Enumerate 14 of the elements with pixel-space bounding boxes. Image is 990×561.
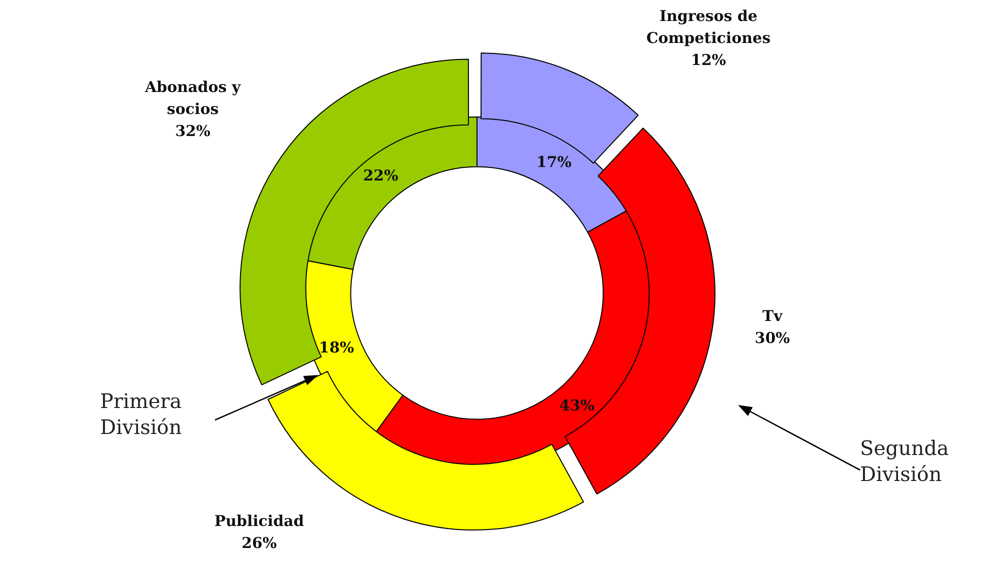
slice-label: Ingresos de Competiciones bbox=[646, 6, 771, 47]
data-label: 43% bbox=[559, 396, 595, 414]
data-label: 22% bbox=[363, 166, 398, 184]
legend-label: Primera División bbox=[100, 388, 183, 440]
data-label: 30% bbox=[754, 328, 790, 347]
data-label: 26% bbox=[242, 534, 277, 552]
data-label: 32% bbox=[175, 122, 210, 140]
data-label: 17% bbox=[536, 152, 572, 171]
slice-label: Abonados y socios bbox=[144, 78, 242, 118]
data-label: 12% bbox=[690, 50, 726, 69]
slice-label: Tv bbox=[762, 306, 784, 325]
slice-label: Publicidad bbox=[214, 512, 304, 530]
slice-label: Segunda División bbox=[860, 435, 950, 487]
data-label: 18% bbox=[318, 338, 354, 357]
